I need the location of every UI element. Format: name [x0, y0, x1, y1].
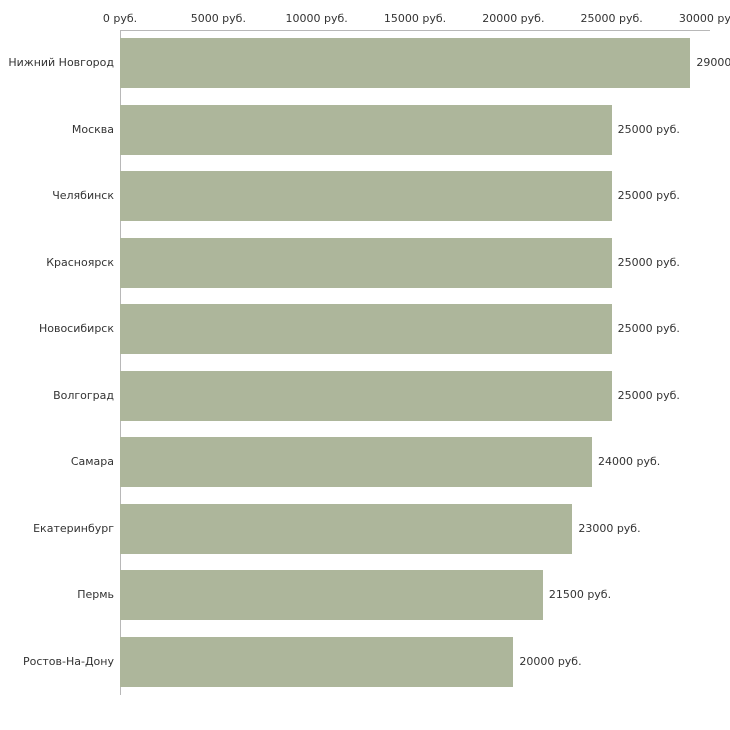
x-axis-tick-label: 30000 руб. [678, 12, 730, 25]
value-label: 29000 руб. [696, 56, 730, 69]
value-label: 25000 руб. [617, 388, 680, 402]
bar [120, 437, 592, 487]
value-label: 20000 руб. [519, 654, 582, 668]
category-label: Москва [71, 122, 114, 136]
category-label: Волгоград [53, 388, 114, 402]
category-label: Пермь [77, 588, 114, 601]
bar [120, 370, 612, 421]
value-label: 25000 руб. [617, 255, 680, 269]
bar [120, 503, 573, 554]
x-axis-tick-label: 20000 руб. [482, 12, 545, 25]
bar [120, 570, 543, 620]
category-label: Красноярск [46, 255, 114, 269]
plot-frame [120, 30, 710, 695]
category-label: Новосибирск [38, 322, 114, 335]
bar [120, 636, 514, 687]
category-label: Самара [70, 455, 114, 468]
bar [120, 304, 612, 354]
value-label: 21500 руб. [548, 588, 612, 601]
bar [120, 171, 612, 221]
x-axis-tick-label: 0 руб. [102, 12, 138, 25]
x-axis-tick-label: 15000 руб. [383, 12, 447, 25]
category-label: Ростов-На-Дону [22, 654, 114, 668]
value-label: 24000 руб. [598, 455, 661, 468]
value-label: 25000 руб. [617, 122, 680, 136]
value-label: 23000 руб. [578, 521, 641, 535]
category-label: Челябинск [52, 189, 114, 202]
bar [120, 38, 691, 88]
bar [120, 104, 612, 155]
x-axis-tick-label: 5000 руб. [190, 12, 246, 25]
category-label: Нижний Новгород [8, 56, 114, 69]
x-axis-tick-label: 25000 руб. [580, 12, 643, 25]
x-axis-tick-label: 10000 руб. [285, 12, 348, 25]
bar [120, 237, 612, 288]
value-label: 25000 руб. [617, 322, 680, 335]
value-label: 25000 руб. [617, 189, 680, 202]
category-label: Екатеринбург [33, 521, 114, 535]
